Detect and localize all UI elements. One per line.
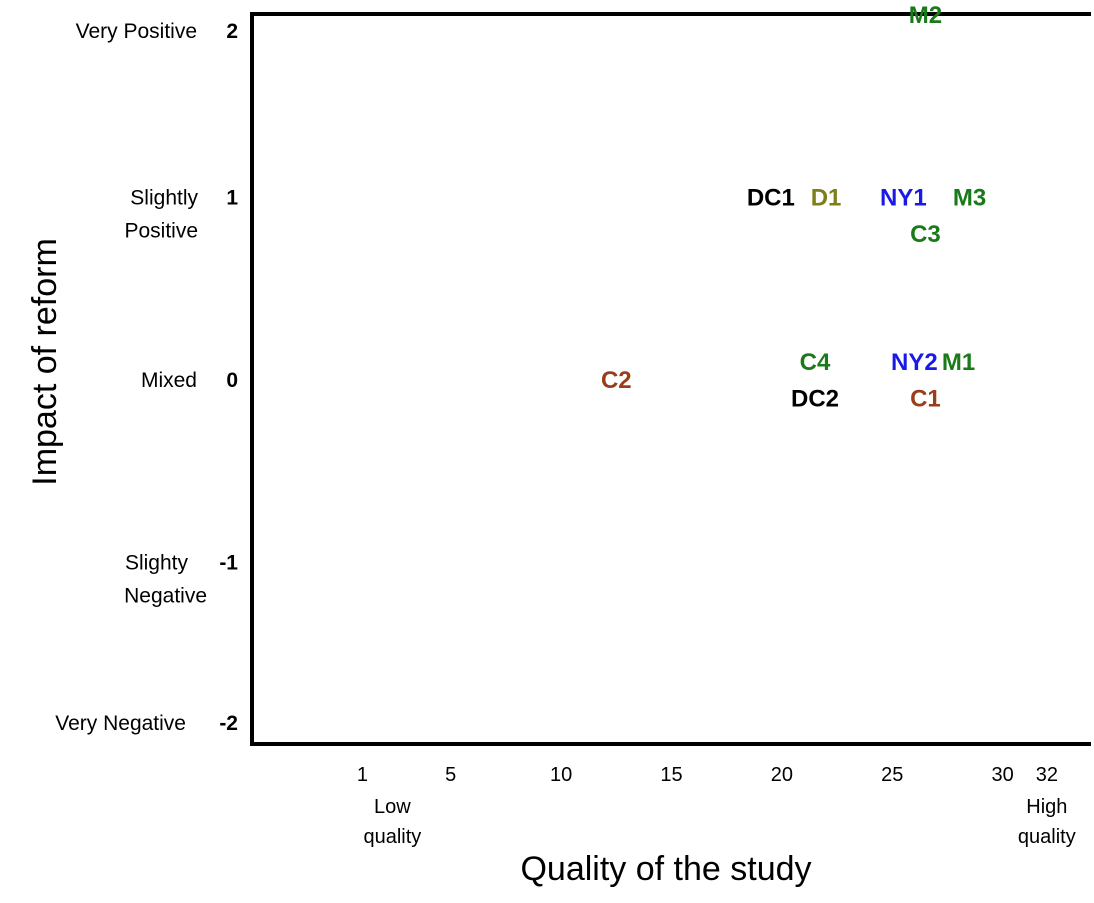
data-point-label: DC2 (791, 385, 839, 412)
x-tick-sublabel: High (1026, 796, 1067, 818)
y-category-label: Very Negative (55, 712, 186, 735)
data-point-label: NY1 (880, 185, 927, 212)
y-axis-title: Impact of reform (26, 238, 64, 486)
x-tick-label: 32 (1036, 764, 1058, 786)
y-category-label: Slightly (130, 187, 198, 210)
x-tick-sublabel: quality (363, 826, 421, 848)
data-point-label: M2 (909, 2, 942, 29)
y-category-label: Very Positive (76, 20, 197, 43)
x-tick-sublabel: Low (374, 796, 411, 818)
y-tick-label: 1 (226, 187, 238, 210)
x-tick-label: 15 (660, 764, 682, 786)
y-tick-label: -1 (219, 552, 238, 575)
x-tick-label: 25 (881, 764, 903, 786)
x-tick-label: 5 (445, 764, 456, 786)
y-tick-label: 2 (226, 20, 238, 43)
y-tick-label: 0 (226, 369, 238, 392)
data-point-label: DC1 (747, 185, 795, 212)
data-point-label: C4 (800, 349, 831, 376)
x-tick-label: 30 (992, 764, 1014, 786)
data-point-label: NY2 (891, 349, 938, 376)
data-point-label: M3 (953, 185, 986, 212)
data-point-label: C1 (910, 385, 941, 412)
data-points: M2 DC1 D1 NY1 M3 C3 C4 NY2 M1 C2 DC2 C1 (601, 2, 986, 412)
data-point-label: M1 (942, 349, 975, 376)
plot-area (250, 12, 1091, 746)
y-category-label: Negative (124, 585, 207, 608)
x-tick-label: 10 (550, 764, 572, 786)
x-tick-label: 20 (771, 764, 793, 786)
x-axis-title: Quality of the study (520, 850, 811, 888)
y-category-label: Slighty (125, 552, 189, 575)
x-tick-sublabel: quality (1018, 826, 1076, 848)
data-point-label: C3 (910, 221, 941, 248)
y-tick-label: -2 (219, 712, 238, 735)
data-point-label: D1 (811, 185, 842, 212)
x-axis-ticks: 1 Low quality 5 10 15 20 25 30 32 High quality (357, 764, 1076, 848)
y-axis-ticks: 2 Very Positive 1 Slightly Positive 0 Mixed -1 S… (55, 20, 238, 735)
y-category-label: Positive (124, 220, 198, 243)
x-tick-label: 1 (357, 764, 368, 786)
data-point-label: C2 (601, 367, 632, 394)
y-category-label: Mixed (141, 369, 197, 392)
